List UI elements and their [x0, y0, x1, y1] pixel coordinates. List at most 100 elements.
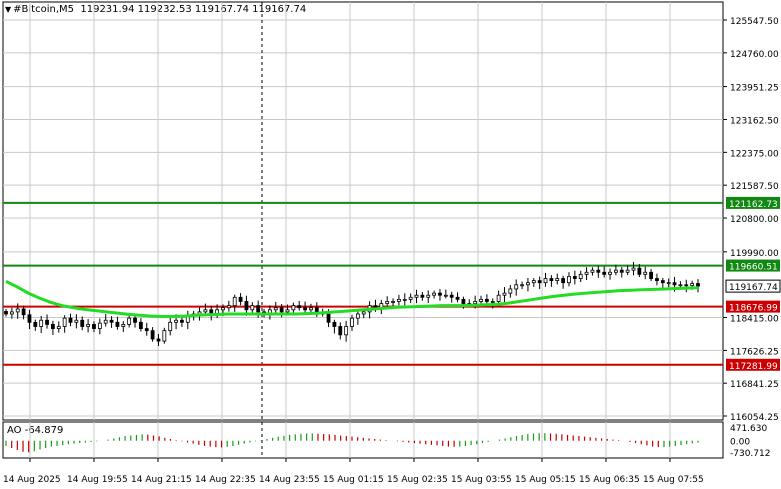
candle-body: [180, 319, 184, 323]
candle-body: [473, 301, 478, 304]
time-axis-label: 15 Aug 02:35: [387, 475, 448, 485]
candle-body: [590, 269, 595, 273]
candle-body: [385, 301, 390, 304]
candle-body: [62, 317, 67, 327]
candle-body: [461, 298, 466, 304]
candle-body: [303, 307, 307, 311]
candle-body: [256, 305, 261, 313]
symbol-name: #Bitcoin,M5: [13, 4, 74, 15]
candle-body: [420, 294, 425, 298]
candle-body: [97, 322, 102, 329]
price-tick-label: 124760.00: [730, 50, 779, 60]
candle-body: [543, 278, 548, 284]
ao-tick-label: 0.00: [730, 438, 750, 448]
candle-body: [314, 307, 319, 313]
price-tick-label: 125547.50: [730, 17, 779, 27]
time-axis-label: 14 Aug 21:15: [131, 475, 192, 485]
candle-body: [133, 317, 137, 323]
price-tick-label: 120800.00: [730, 215, 779, 225]
candle-body: [250, 305, 255, 311]
resistance-mid-level-badge: [726, 259, 780, 272]
ao-indicator-label: AO -64.879: [7, 425, 64, 436]
candle-body: [297, 305, 302, 309]
candle-body: [526, 282, 530, 286]
candle-body: [479, 298, 483, 302]
candle-body: [555, 278, 560, 282]
candle-body: [531, 280, 536, 284]
price-tick-label: 119990.00: [730, 249, 779, 259]
candle-body: [502, 292, 507, 296]
candle-body: [279, 307, 284, 313]
ao-panel-frame: [2, 421, 724, 459]
candle-body: [537, 280, 542, 284]
candle-body: [408, 296, 413, 300]
candle-body: [631, 267, 636, 271]
candle-body: [514, 284, 519, 290]
candle-body: [549, 278, 554, 282]
time-axis-label: 14 Aug 19:55: [67, 475, 128, 485]
candle-body: [33, 321, 38, 327]
price-tick-label: 116841.25: [730, 380, 779, 390]
resistance-top-level-badge: [726, 196, 780, 209]
time-axis-label: 14 Aug 22:35: [195, 475, 256, 485]
candle-body: [244, 301, 249, 311]
candle-body: [144, 328, 149, 332]
candle-body: [361, 311, 366, 315]
candle-body: [567, 276, 571, 284]
candle-body: [443, 294, 448, 297]
ao-tick-label: -730.712: [730, 449, 770, 459]
candle-body: [426, 294, 431, 298]
candle-body: [92, 324, 96, 329]
candle-body: [696, 283, 700, 287]
price-tick-label: 116054.25: [730, 413, 779, 423]
candle-body: [45, 319, 49, 325]
candle-body: [56, 326, 61, 329]
candle-body: [484, 298, 489, 302]
candle-body: [86, 324, 91, 327]
candle-body: [273, 307, 278, 311]
time-axis-label: 15 Aug 05:15: [515, 475, 576, 485]
candle-body: [338, 326, 343, 336]
resistance-top-level-label: 121162.73: [729, 200, 778, 210]
candle-body: [39, 319, 44, 327]
candle-body: [150, 330, 155, 340]
current-price-badge: [725, 279, 781, 293]
candle-body: [625, 269, 630, 273]
candle-body: [449, 294, 454, 298]
candle-body: [684, 284, 689, 287]
candle-body: [690, 283, 695, 287]
candle-body: [127, 317, 132, 325]
candle-body: [344, 326, 349, 336]
candle-body: [643, 271, 648, 275]
resistance-mid-level-label: 119660.51: [729, 263, 778, 273]
candle-body: [455, 296, 460, 300]
candle-body: [608, 271, 612, 275]
candle-body: [51, 324, 55, 329]
candle-body: [637, 267, 642, 275]
price-tick-label: 122375.00: [730, 149, 779, 159]
candle-body: [350, 317, 354, 327]
candle-body: [238, 296, 243, 302]
candle-body: [584, 271, 589, 275]
candle-body: [285, 309, 290, 313]
candle-body: [15, 308, 20, 313]
candle-body: [490, 301, 495, 303]
candle-body: [355, 313, 360, 319]
support-top-level-label: 118676.99: [729, 304, 778, 314]
candle-body: [156, 338, 161, 342]
candle-body: [68, 317, 73, 323]
candle-body: [572, 276, 577, 279]
candle-body: [9, 311, 14, 315]
candle-body: [438, 292, 442, 296]
candle-body: [520, 284, 524, 287]
candle-body: [414, 294, 419, 298]
candle-body: [332, 321, 337, 327]
candle-body: [655, 278, 659, 282]
candle-body: [115, 321, 120, 327]
candle-body: [666, 282, 671, 285]
candle-body: [561, 278, 566, 284]
candle-body: [619, 269, 624, 273]
candle-body: [4, 311, 8, 315]
